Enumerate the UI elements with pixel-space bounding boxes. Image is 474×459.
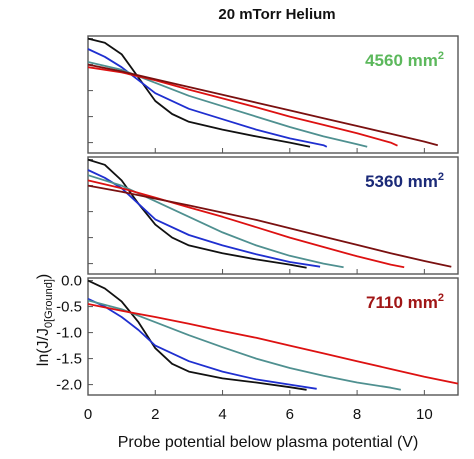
series-line-teal — [87, 299, 401, 391]
area-label-value: 5360 mm — [365, 172, 438, 191]
y-tick-label: -0.5 — [56, 299, 82, 316]
series-line-red — [87, 303, 459, 385]
area-label-superscript: 2 — [438, 292, 444, 304]
series-line-blue — [87, 169, 321, 268]
y-axis-label-prefix: ln(J/J — [35, 328, 52, 366]
area-label-superscript: 2 — [438, 171, 444, 183]
series-line-red — [87, 179, 405, 269]
area-label: 4560 mm2 — [365, 50, 444, 70]
series-line-black — [87, 158, 307, 269]
y-tick-labels: 0.0 -0.5 -1.0 -1.5 -2.0 — [56, 273, 82, 394]
y-tick-label: -2.0 — [56, 377, 82, 394]
y-axis-label-suffix: ) — [35, 274, 52, 279]
x-tick-label: 6 — [286, 406, 294, 423]
y-tick-label: 0.0 — [61, 273, 82, 290]
panel-1: 4560 mm2 — [87, 35, 459, 154]
series-line-black — [87, 279, 307, 391]
area-label-superscript: 2 — [438, 50, 444, 62]
panel-frame — [87, 277, 459, 396]
panel-3: 7110 mm2 — [87, 277, 459, 396]
panel-2: 5360 mm2 — [87, 156, 459, 275]
series-line-blue — [87, 297, 317, 390]
series-line-blue — [87, 48, 328, 148]
chart-title: 20 mTorr Helium — [218, 6, 335, 23]
x-tick-label: 4 — [218, 406, 226, 423]
y-tick-label: -1.0 — [56, 325, 82, 342]
panel-frame — [87, 156, 459, 275]
y-tick-label: -1.5 — [56, 351, 82, 368]
area-label: 7110 mm2 — [366, 292, 444, 312]
series-line-black — [87, 37, 311, 148]
area-label: 5360 mm2 — [365, 171, 444, 191]
x-tick-label: 2 — [151, 406, 159, 423]
area-label-value: 7110 mm — [366, 293, 438, 312]
area-label-value: 4560 mm — [365, 51, 438, 70]
panel-frame — [87, 35, 459, 154]
y-axis-label-subscript: 0[Ground] — [43, 279, 55, 328]
x-axis-label: Probe potential below plasma potential (… — [118, 434, 419, 451]
x-tick-label: 10 — [416, 406, 433, 423]
x-tick-label: 8 — [353, 406, 361, 423]
x-tick-labels: 0 2 4 6 8 10 — [84, 406, 433, 423]
x-tick-label: 0 — [84, 406, 92, 423]
series-line-darkred — [87, 63, 439, 147]
series-line-darkred — [87, 184, 452, 268]
y-axis-label: ln(J/J0[Ground]) — [35, 274, 55, 366]
series-line-red — [87, 66, 398, 147]
